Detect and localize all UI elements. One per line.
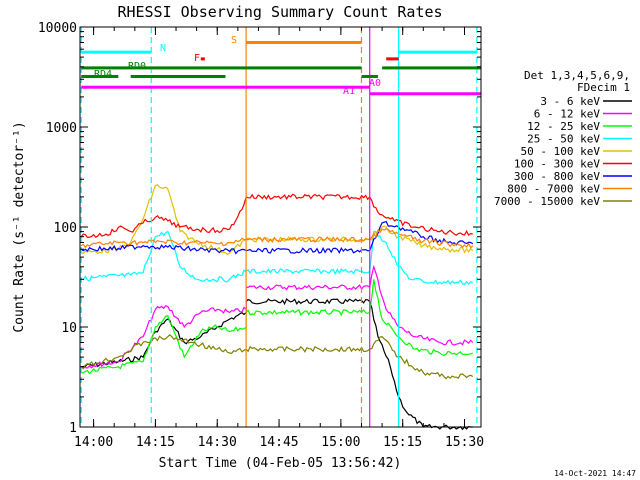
- flag-label-s: S: [231, 35, 237, 46]
- x-tick-label: 14:45: [259, 435, 298, 450]
- flag-bar-rd4-0: [81, 74, 119, 78]
- flag-bar-rd0-0: [81, 66, 362, 70]
- flag-label-rd0: RD0: [128, 61, 146, 72]
- y-tick-label: 10000: [38, 21, 77, 36]
- x-tick-label: 15:15: [383, 435, 422, 450]
- legend-header: FDecim 1: [577, 81, 630, 94]
- flag-label-rd4: RD4: [94, 69, 112, 80]
- flag-label-f: F: [194, 53, 200, 64]
- chart-title: RHESSI Observing Summary Count Rates: [117, 3, 442, 21]
- x-tick-label: 14:30: [198, 435, 237, 450]
- legend-header: Det 1,3,4,5,6,9,: [524, 69, 630, 82]
- series-line-12-25-kev: [81, 279, 474, 375]
- axes: 14:00 14:15 14:30 14:45 15:00 15:15 15:30 1 10 10…: [38, 21, 484, 450]
- legend-label-100-300-kev: 100 - 300 keV: [514, 158, 600, 171]
- x-tick-label: 14:00: [74, 435, 113, 450]
- x-axis-label: Start Time (04-Feb-05 13:56:42): [159, 456, 402, 471]
- x-tick-label: 15:30: [445, 435, 484, 450]
- x-tick-label: 15:00: [321, 435, 360, 450]
- flag-label-a1: A1: [343, 86, 355, 97]
- series-layer: [80, 184, 474, 431]
- flag-label-n: N: [160, 43, 166, 54]
- flag-bar-n-1: [398, 50, 477, 54]
- legend-label-6-12-kev: 6 - 12 keV: [534, 108, 601, 121]
- flag-bar-rd4-1: [130, 74, 226, 78]
- legend-label-12-25-kev: 12 - 25 keV: [527, 120, 600, 133]
- series-line-800-7000-kev: [80, 228, 474, 249]
- flag-bar-n-0: [81, 50, 152, 54]
- legend-label-3-6-kev: 3 - 6 keV: [540, 95, 600, 108]
- flag-bar-a0-0: [369, 92, 481, 96]
- flag-bars: N S F RD0 RD4 A1 A0: [81, 35, 481, 97]
- series-line-7000-15000-kev: [80, 334, 474, 380]
- legend-label-50-100-kev: 50 - 100 keV: [521, 145, 601, 158]
- series-line-3-6-kev: [81, 298, 473, 431]
- legend-label-300-800-kev: 300 - 800 keV: [514, 170, 600, 183]
- series-line-100-300-kev: [80, 193, 473, 239]
- series-line-25-50-kev: [81, 230, 473, 286]
- flag-bar-s-0: [246, 40, 362, 44]
- flag-bar-f-0: [200, 57, 205, 61]
- y-axis-label: Count Rate (s⁻¹ detector⁻¹): [12, 121, 27, 332]
- x-tick-label: 14:15: [136, 435, 175, 450]
- flag-bar-rd4-2: [361, 74, 378, 78]
- flag-bar-f-1: [386, 57, 399, 61]
- flag-bar-rd0-1: [382, 66, 481, 70]
- flag-label-a0: A0: [369, 78, 381, 89]
- legend-label-800-7000-kev: 800 - 7000 keV: [507, 183, 600, 196]
- y-tick-label: 1000: [46, 121, 77, 136]
- y-tick-label: 10: [61, 321, 77, 336]
- y-tick-label: 1: [69, 421, 77, 436]
- series-line-300-800-kev: [80, 220, 474, 255]
- legend-label-25-50-kev: 25 - 50 keV: [527, 133, 600, 146]
- timestamp: 14-Oct-2021 14:47: [554, 469, 636, 478]
- y-tick-label: 100: [54, 221, 77, 236]
- series-line-6-12-kev: [81, 264, 474, 369]
- legend-label-7000-15000-kev: 7000 - 15000 keV: [494, 195, 600, 208]
- flag-bar-a1-0: [81, 85, 370, 89]
